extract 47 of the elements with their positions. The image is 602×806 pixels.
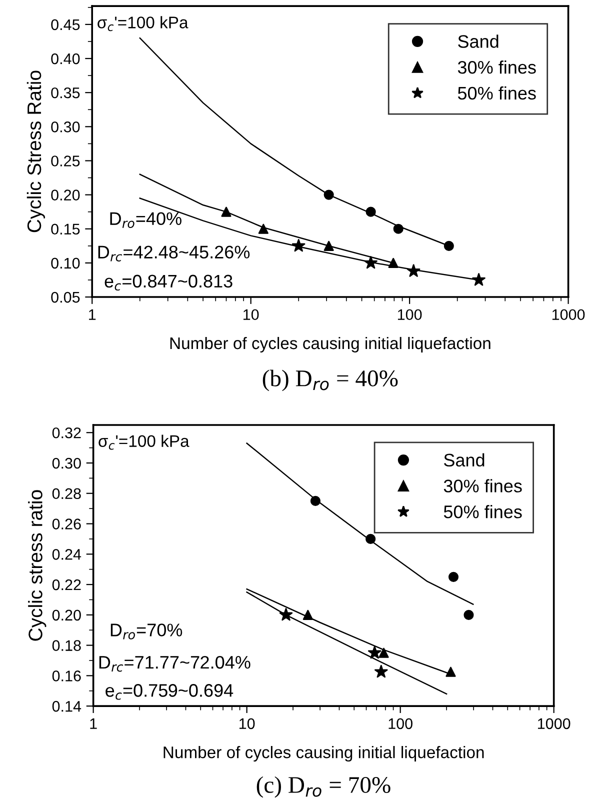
y-tick-label: 0.30	[51, 122, 80, 132]
annotation: e$_{c}$=0.847~0.813	[104, 274, 232, 291]
legend-label: 50% fines	[444, 505, 522, 518]
legend-label: Sand	[444, 453, 484, 467]
y-tick-label: 0.15	[51, 224, 80, 235]
y-tick-label: 0.25	[51, 156, 80, 166]
y-tick-label: 0.20	[52, 610, 81, 621]
y-axis-title: Cyclic stress ratio	[28, 490, 46, 641]
annotation: D$_{ro}$=70%	[110, 624, 182, 640]
y-tick-label: 0.45	[51, 19, 80, 30]
legend-label: 30% fines	[458, 60, 536, 74]
legend-label: 50% fines	[458, 86, 536, 100]
y-tick-label: 0.18	[52, 640, 81, 651]
x-tick-label: 1	[89, 309, 96, 320]
y-tick-label: 0.35	[51, 87, 80, 98]
y-tick-label: 0.24	[52, 549, 82, 560]
y-tick-label: 0.16	[52, 670, 81, 682]
annotation: e$_{c}$=0.759~0.694	[106, 684, 234, 700]
y-tick-label: 0.10	[51, 258, 80, 269]
y-tick-label: 0.14	[52, 700, 82, 712]
legend-label: 30% fines	[444, 479, 522, 492]
annotation: D$_{ro}$=40%	[110, 212, 182, 228]
x-axis-title: Number of cycles causing initial liquefaction	[170, 336, 490, 352]
annotation: σ$_{c}$'=100 kPa	[98, 434, 190, 450]
x-tick-label: 100	[388, 718, 412, 730]
x-tick-label: 10	[244, 309, 259, 320]
y-tick-label: 0.20	[51, 190, 80, 200]
x-axis-title: Number of cycles causing initial liquefaction	[164, 746, 484, 762]
y-tick-label: 0.30	[52, 458, 81, 469]
y-axis-title: Cyclic Stress Ratio	[26, 70, 46, 232]
y-tick-label: 0.26	[52, 518, 81, 530]
y-tick-label: 0.32	[52, 427, 81, 438]
x-tick-label: 100	[398, 309, 422, 320]
x-tick-label: 1	[90, 718, 97, 729]
annotation: D$_{rc}$=71.77~72.04%	[99, 656, 250, 672]
x-tick-label: 10	[239, 718, 255, 730]
y-tick-label: 0.22	[52, 579, 81, 590]
y-tick-label: 0.28	[52, 488, 81, 500]
text: (c) D$_{ro}$ = 70%	[256, 776, 390, 798]
legend-label: Sand	[458, 34, 498, 48]
y-tick-label: 0.40	[51, 53, 80, 64]
annotation: σ$_{c}$'=100 kPa	[98, 16, 188, 32]
y-tick-label: 0.05	[51, 292, 80, 303]
text: (b) D$_{ro}$ = 40%	[262, 370, 398, 392]
x-tick-label: 1000	[552, 309, 585, 320]
x-tick-label: 1000	[538, 718, 570, 730]
annotation: D$_{rc}$=42.48~45.26%	[98, 246, 250, 262]
